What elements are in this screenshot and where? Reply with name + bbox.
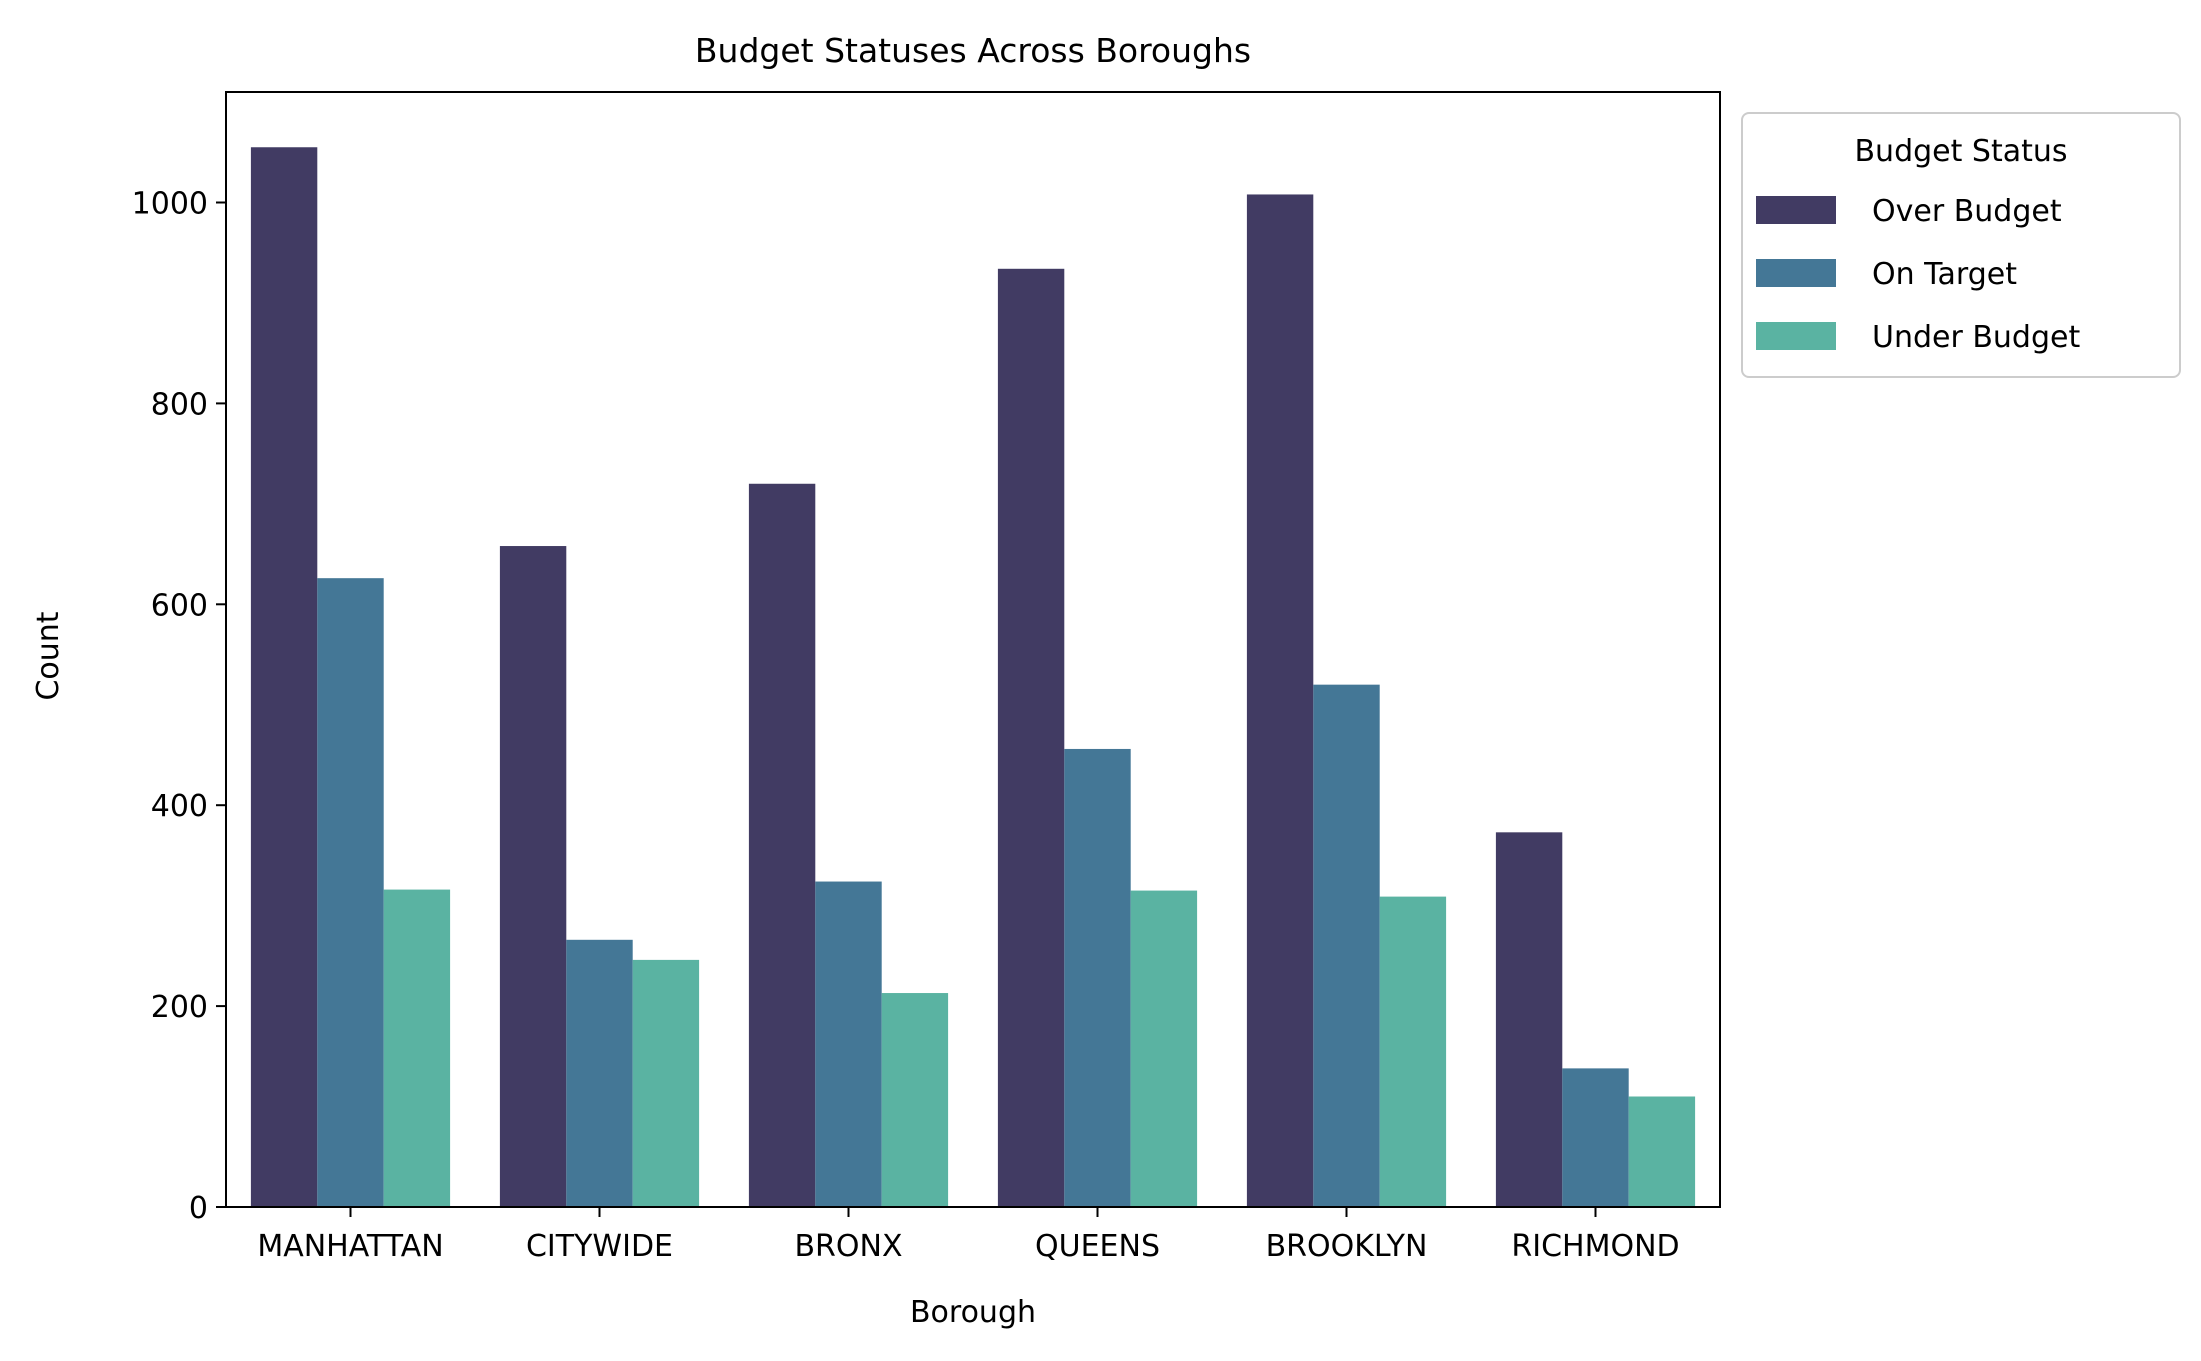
legend-title: Budget Status bbox=[1854, 134, 2067, 169]
bar-under-budget-queens bbox=[1130, 890, 1198, 1207]
bar-under-budget-citywide bbox=[632, 959, 700, 1207]
x-tick-label-queens: QUEENS bbox=[1035, 1229, 1160, 1264]
legend: Budget Status Over Budget On Target Under B… bbox=[1741, 112, 2181, 378]
x-tick-label-citywide: CITYWIDE bbox=[526, 1229, 673, 1264]
bar-over-budget-richmond bbox=[1495, 832, 1563, 1207]
y-tick-label: 0 bbox=[189, 1191, 208, 1226]
y-tick-label: 1000 bbox=[132, 186, 208, 221]
bar-on-target-richmond bbox=[1562, 1068, 1629, 1207]
bar-on-target-bronx bbox=[815, 881, 882, 1207]
bar-under-budget-richmond bbox=[1628, 1096, 1696, 1207]
x-axis-label: Borough bbox=[910, 1295, 1036, 1330]
y-tick-label: 600 bbox=[151, 588, 208, 623]
legend-label-under-budget: Under Budget bbox=[1872, 320, 2080, 355]
bar-under-budget-brooklyn bbox=[1379, 896, 1447, 1207]
bar-on-target-brooklyn bbox=[1313, 684, 1380, 1207]
legend-swatch-on-target bbox=[1756, 259, 1836, 287]
y-tick-label: 800 bbox=[151, 387, 208, 422]
x-tick-label-manhattan: MANHATTAN bbox=[257, 1229, 443, 1264]
legend-frame bbox=[1741, 112, 2181, 378]
y-tick-label: 400 bbox=[151, 789, 208, 824]
bars-layer bbox=[250, 147, 1696, 1207]
chart-title: Budget Statuses Across Boroughs bbox=[695, 31, 1251, 70]
legend-swatch-under-budget bbox=[1756, 322, 1836, 350]
bar-on-target-queens bbox=[1064, 748, 1131, 1207]
x-tick-label-bronx: BRONX bbox=[794, 1229, 902, 1264]
legend-swatch-over-budget bbox=[1756, 196, 1836, 224]
bar-over-budget-bronx bbox=[748, 483, 816, 1207]
bar-over-budget-manhattan bbox=[250, 147, 318, 1207]
bar-on-target-manhattan bbox=[317, 578, 384, 1207]
bar-under-budget-manhattan bbox=[383, 889, 451, 1207]
legend-label-over-budget: Over Budget bbox=[1872, 194, 2062, 229]
bar-over-budget-brooklyn bbox=[1246, 194, 1314, 1207]
bar-over-budget-citywide bbox=[499, 546, 567, 1207]
bar-under-budget-bronx bbox=[881, 993, 949, 1207]
legend-label-on-target: On Target bbox=[1872, 257, 2017, 292]
y-tick-label: 200 bbox=[151, 990, 208, 1025]
bar-over-budget-queens bbox=[997, 268, 1065, 1207]
plot-frame bbox=[225, 91, 1721, 1208]
x-tick-label-richmond: RICHMOND bbox=[1511, 1229, 1679, 1264]
y-axis-label: Count bbox=[31, 611, 66, 700]
x-tick-label-brooklyn: BROOKLYN bbox=[1266, 1229, 1428, 1264]
axes-layer: 0 200 400 600 800 1000 MANHATTAN CITYWIDE BRONX Q… bbox=[132, 91, 1721, 1264]
bar-on-target-citywide bbox=[566, 939, 633, 1207]
